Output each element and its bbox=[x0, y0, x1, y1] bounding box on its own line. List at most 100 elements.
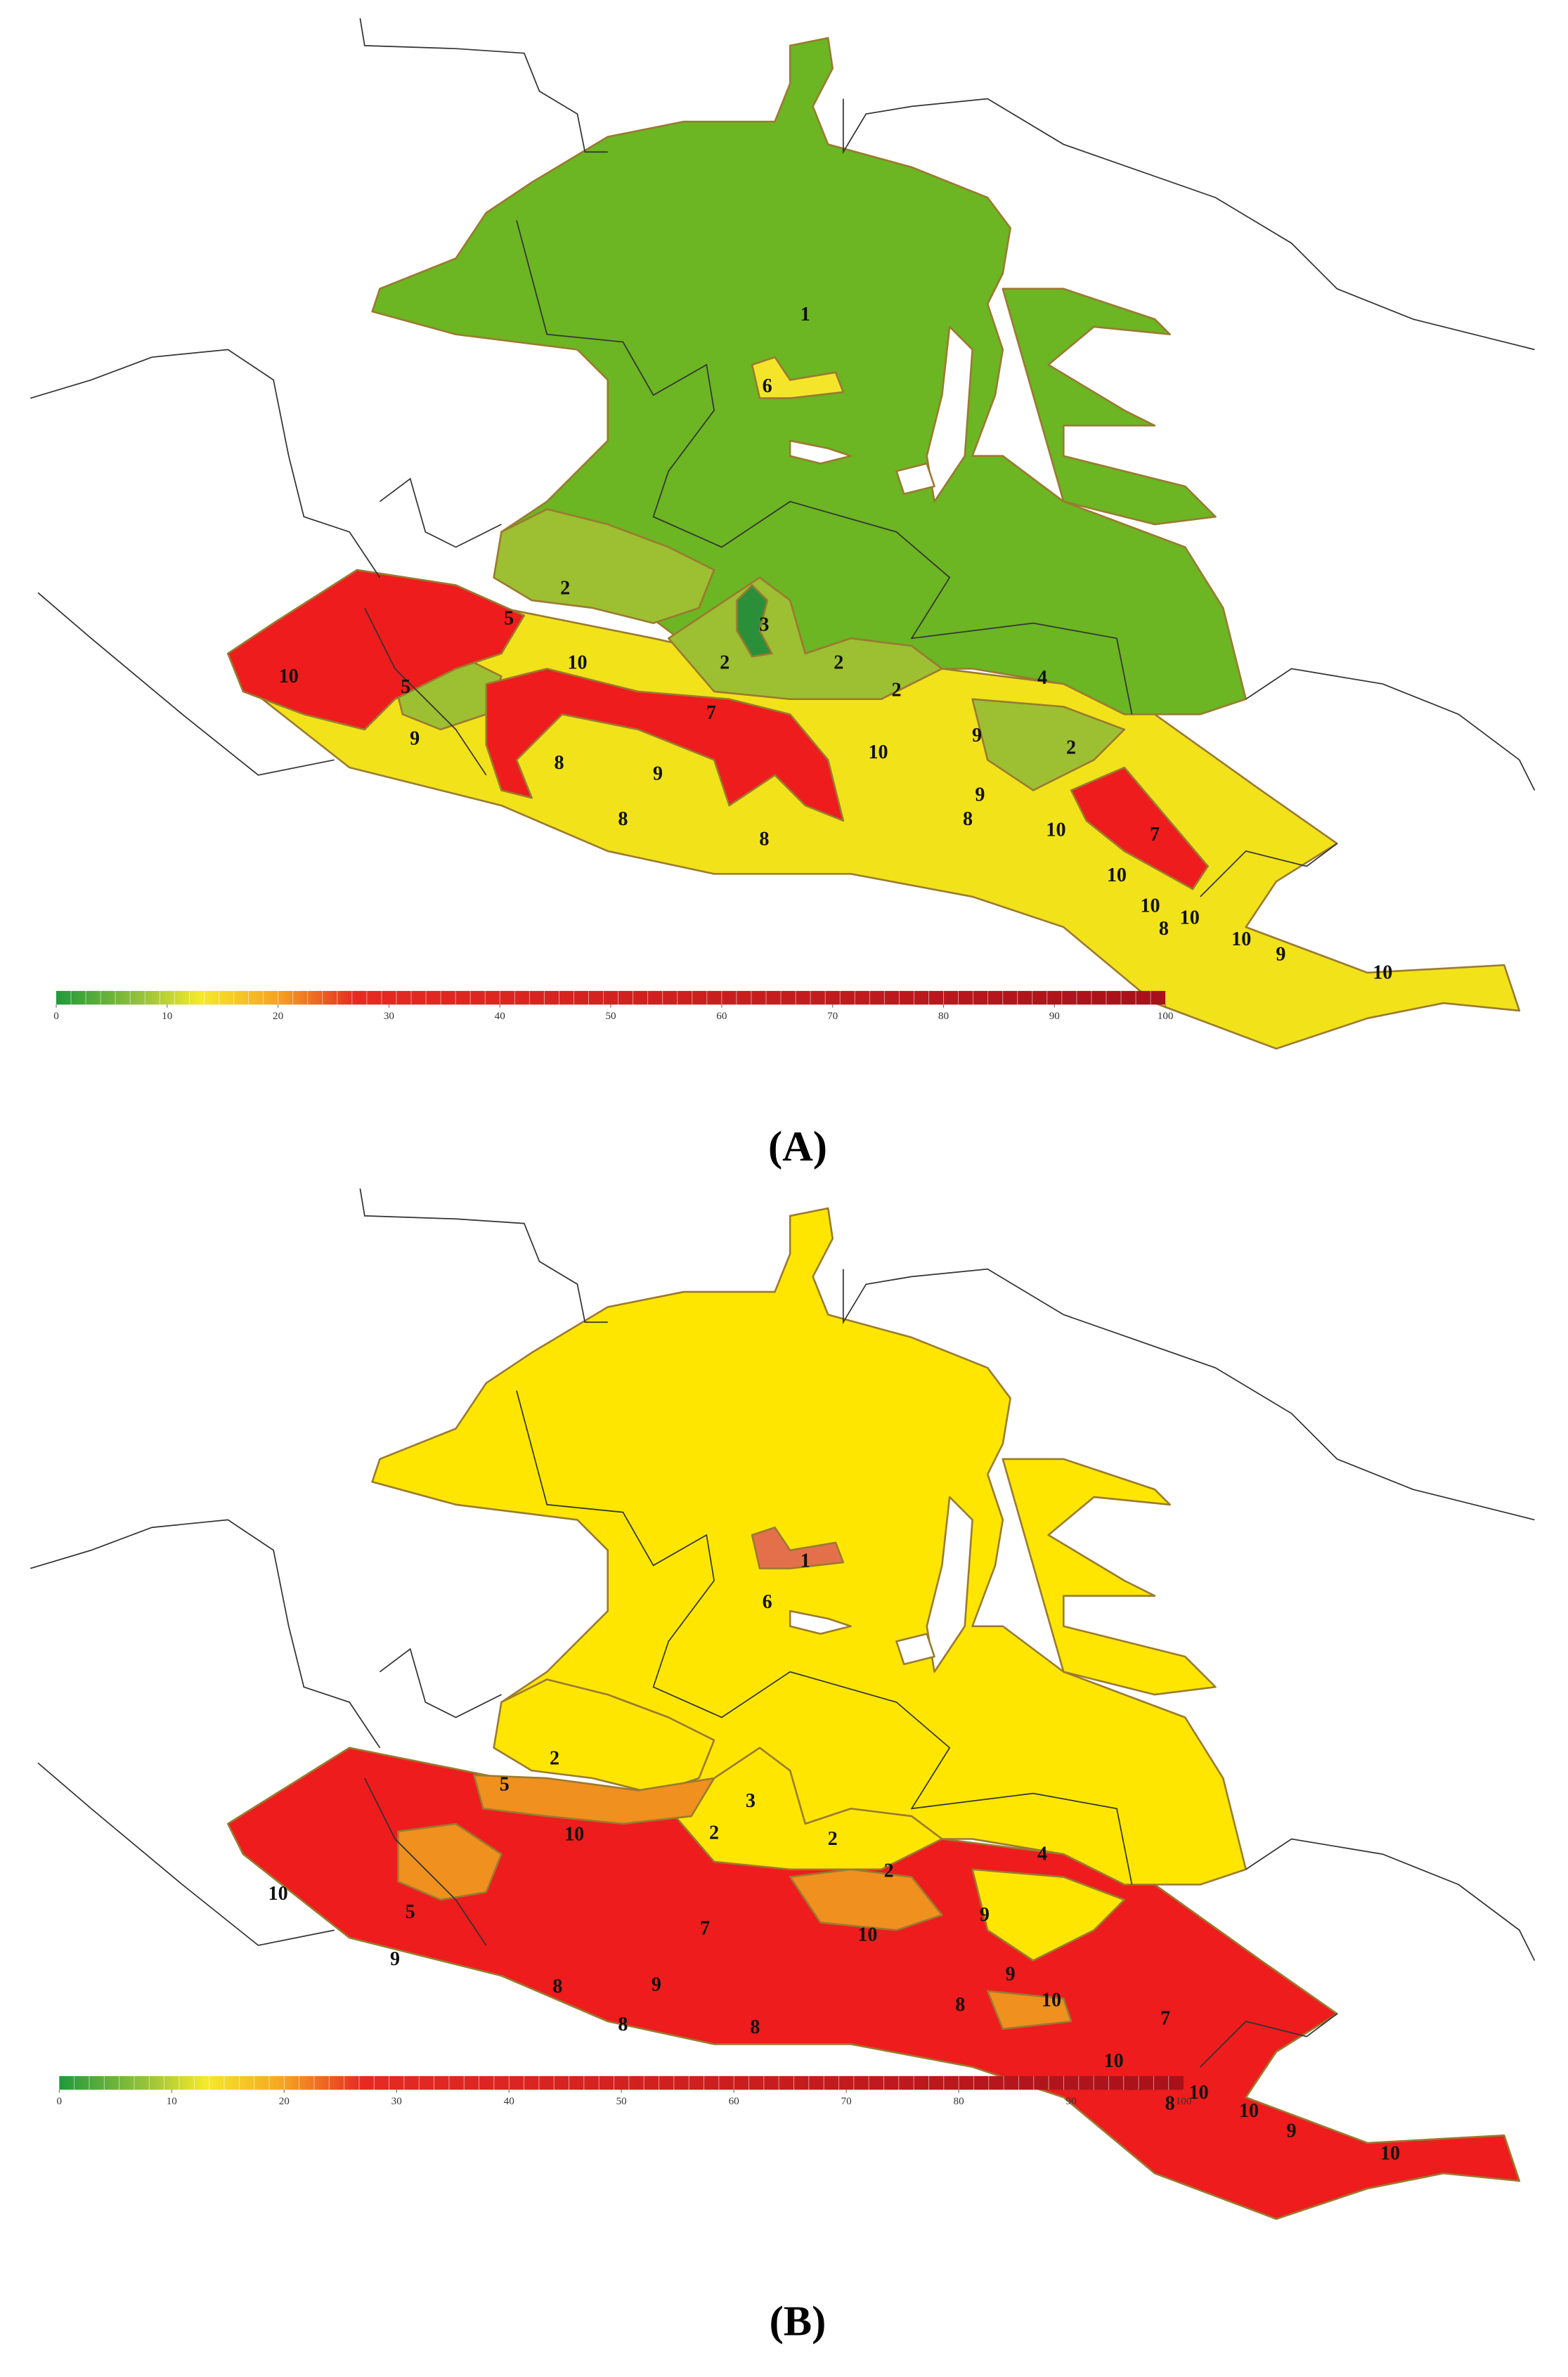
zone-area bbox=[493, 508, 715, 624]
zone-area bbox=[397, 1822, 503, 1901]
zone-label: 9 bbox=[410, 728, 420, 750]
zone-area bbox=[986, 1990, 1073, 2031]
boundary-line bbox=[379, 1647, 502, 1718]
panel-caption: (A) bbox=[768, 1123, 827, 1170]
zone-label: 7 bbox=[1150, 824, 1160, 846]
zone-label: 8 bbox=[963, 808, 973, 830]
zone-label: 10 bbox=[1140, 895, 1160, 917]
zone-label: 8 bbox=[1165, 2092, 1175, 2114]
zone-label: 10 bbox=[1380, 2143, 1400, 2165]
zone-label: 10 bbox=[564, 1824, 584, 1846]
zone-label: 3 bbox=[759, 614, 769, 635]
colorbar-tick-label: 60 bbox=[729, 2096, 739, 2107]
colorbar-tick-label: 10 bbox=[162, 1011, 172, 1022]
zone-label: 10 bbox=[1104, 2050, 1124, 2072]
zone-label: 10 bbox=[1189, 2082, 1209, 2104]
zone-label: 9 bbox=[1276, 944, 1285, 966]
boundary-line bbox=[842, 1268, 1535, 1521]
zone-label: 2 bbox=[834, 652, 843, 673]
boundary-line bbox=[1200, 2013, 1337, 2068]
boundary-line bbox=[516, 220, 1133, 715]
boundary-line bbox=[364, 607, 487, 776]
boundary-line bbox=[1245, 668, 1536, 791]
zone-area bbox=[751, 356, 845, 399]
zone-area bbox=[1002, 1458, 1217, 1696]
zone-label: 1 bbox=[801, 304, 810, 325]
zone-label: 10 bbox=[868, 741, 888, 763]
zone-label: 7 bbox=[1160, 2007, 1170, 2029]
zone-label: 2 bbox=[720, 652, 730, 673]
colorbar-tick-label: 20 bbox=[273, 1011, 283, 1022]
zone-label: 1 bbox=[801, 1550, 810, 1572]
colorbar-tick-label: 0 bbox=[57, 2096, 63, 2107]
zone-area bbox=[971, 698, 1126, 791]
boundary-line bbox=[842, 98, 1535, 351]
zone-label: 2 bbox=[709, 1822, 719, 1844]
zone-label: 10 bbox=[279, 666, 299, 687]
boundary-line bbox=[359, 18, 608, 153]
zone-label: 2 bbox=[828, 1828, 838, 1850]
zone-label: 10 bbox=[1239, 2100, 1259, 2122]
zone-label: 4 bbox=[1037, 667, 1047, 689]
zone-label: 8 bbox=[750, 2016, 760, 2038]
boundary-line bbox=[37, 592, 335, 776]
zone-label: 9 bbox=[390, 1948, 400, 1970]
zone-label: 2 bbox=[891, 679, 901, 701]
zone-label: 2 bbox=[884, 1860, 894, 1882]
zone-area bbox=[789, 1610, 852, 1635]
zone-label: 5 bbox=[401, 676, 410, 698]
zone-label: 2 bbox=[1066, 737, 1076, 759]
colorbar-tick-label: 30 bbox=[391, 2096, 402, 2107]
zone-area bbox=[789, 439, 852, 465]
zone-label: 8 bbox=[759, 828, 769, 850]
zone-label: 9 bbox=[652, 1974, 661, 1996]
zone-label: 10 bbox=[1042, 1989, 1061, 2011]
map-panel bbox=[30, 18, 1536, 1050]
zone-label: 6 bbox=[763, 1591, 772, 1613]
boundary-line bbox=[1200, 843, 1337, 898]
colorbar-tick-label: 40 bbox=[495, 1011, 505, 1022]
zone-area bbox=[1070, 766, 1209, 890]
zone-label: 2 bbox=[550, 1748, 559, 1770]
zone-label: 8 bbox=[552, 1976, 562, 1997]
map-panel bbox=[30, 1188, 1536, 2220]
zone-area bbox=[971, 1868, 1126, 1962]
colorbar-tick-label: 50 bbox=[605, 1011, 616, 1022]
zone-area bbox=[895, 462, 935, 496]
zone-label: 10 bbox=[1046, 819, 1065, 841]
zone-label: 6 bbox=[763, 375, 772, 397]
colorbar-tick-label: 40 bbox=[504, 2096, 514, 2107]
colorbar-tick-label: 80 bbox=[954, 2096, 964, 2107]
colorbar-tick-label: 90 bbox=[1066, 2096, 1077, 2107]
zone-label: 10 bbox=[1180, 907, 1200, 929]
zone-area bbox=[493, 1678, 715, 1794]
colorbar-tick-label: 0 bbox=[53, 1011, 59, 1022]
zone-label: 5 bbox=[504, 608, 514, 630]
colorbar-tick-label: 70 bbox=[827, 1011, 838, 1022]
zone-label: 10 bbox=[1373, 962, 1392, 984]
boundary-line bbox=[37, 1762, 335, 1946]
zone-label: 8 bbox=[555, 752, 564, 774]
colorbar-tick-label: 50 bbox=[616, 2096, 627, 2107]
zone-area bbox=[895, 1633, 935, 1666]
colorbar-tick-label: 100 bbox=[1158, 1011, 1174, 1022]
zone-label: 9 bbox=[980, 1904, 990, 1926]
zone-label: 9 bbox=[1287, 2120, 1297, 2142]
zone-label: 10 bbox=[567, 652, 587, 673]
zone-label: 7 bbox=[706, 702, 716, 724]
zone-label: 10 bbox=[1231, 928, 1251, 950]
zone-label: 8 bbox=[1159, 918, 1169, 940]
zone-area bbox=[926, 1496, 973, 1673]
zone-area bbox=[226, 569, 526, 731]
zone-label: 10 bbox=[268, 1883, 288, 1905]
zone-label: 9 bbox=[972, 725, 982, 746]
zone-label: 9 bbox=[975, 784, 985, 806]
zone-label: 7 bbox=[700, 1918, 710, 1940]
zone-label: 2 bbox=[560, 577, 570, 599]
zone-label: 10 bbox=[857, 1924, 877, 1945]
zone-area bbox=[485, 668, 845, 822]
colorbar-tick-label: 60 bbox=[716, 1011, 727, 1022]
colorbar-tick-label: 70 bbox=[841, 2096, 852, 2107]
